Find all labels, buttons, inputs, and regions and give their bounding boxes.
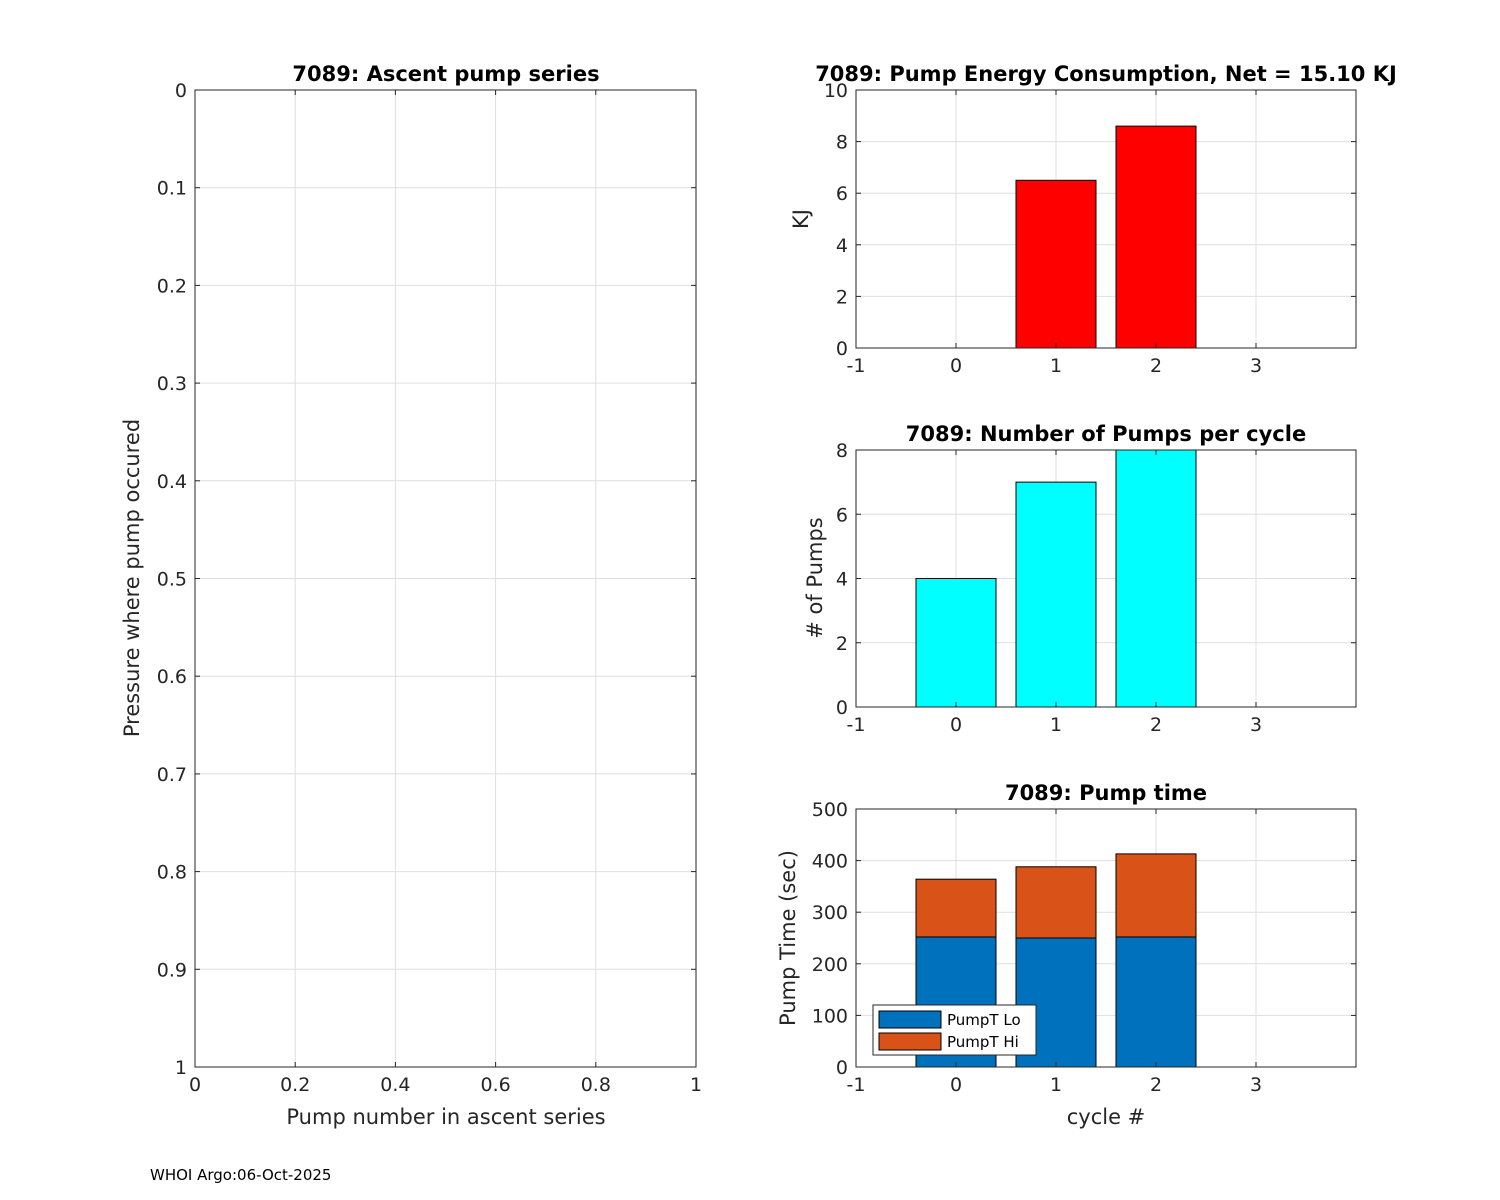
ascent-y-tick-label: 0.4: [157, 471, 187, 493]
ascent-y-tick-label: 0.5: [157, 569, 187, 591]
energy-y-tick-label: 6: [836, 183, 848, 205]
pumptime-x-tick-label: 1: [1050, 1074, 1062, 1096]
pumptime-chart-title: 7089: Pump time: [1005, 781, 1207, 805]
pumptime-y-tick-label: 0: [836, 1057, 848, 1079]
energy-x-tick-label: -1: [847, 355, 866, 377]
pumptime-x-tick-label: -1: [847, 1074, 866, 1096]
pumps-chart-title: 7089: Number of Pumps per cycle: [906, 422, 1306, 446]
energy-x-tick-label: 2: [1150, 355, 1162, 377]
ascent-x-tick-label: 0.6: [480, 1074, 510, 1096]
pumptime-legend: PumpT Lo PumpT Hi: [872, 1004, 1037, 1056]
pumptime-bar-pumpt-lo: [1115, 936, 1197, 1068]
pumptime-bar-pumpt-hi: [1015, 866, 1097, 939]
ascent-y-tick-label: 0.6: [157, 666, 187, 688]
ascent-y-tick-label: 0: [175, 80, 187, 102]
ascent-y-tick-label: 1: [175, 1057, 187, 1079]
pumptime-x-axis-label: cycle #: [1067, 1105, 1146, 1129]
legend-swatch-pumpt-lo: [878, 1010, 942, 1029]
pumptime-y-axis-label: Pump Time (sec): [776, 850, 800, 1026]
energy-x-tick-label: 3: [1250, 355, 1262, 377]
pumptime-y-tick-label: 400: [812, 851, 848, 873]
pumps-x-tick-label: 3: [1250, 714, 1262, 736]
ascent-y-tick-label: 0.2: [157, 275, 187, 297]
ascent-y-tick-label: 0.9: [157, 959, 187, 981]
pumptime-y-tick-label: 100: [812, 1005, 848, 1027]
pumps-bar: [1115, 449, 1197, 708]
energy-x-tick-label: 1: [1050, 355, 1062, 377]
legend-swatch-pumpt-hi: [878, 1032, 942, 1051]
pumps-bar: [1015, 481, 1097, 708]
ascent-y-tick-label: 0.7: [157, 764, 187, 786]
pumps-bar: [915, 578, 997, 708]
ascent-x-tick-label: 0.2: [280, 1074, 310, 1096]
energy-y-tick-label: 2: [836, 286, 848, 308]
pump-energy-chart: 7089: Pump Energy Consumption, Net = 15.…: [789, 62, 1397, 377]
ascent-x-axis-label: Pump number in ascent series: [286, 1105, 605, 1129]
ascent-x-tick-label: 0.4: [380, 1074, 410, 1096]
ascent-x-tick-label: 0.8: [581, 1074, 611, 1096]
pumps-y-axis-label: # of Pumps: [803, 517, 827, 639]
legend-label-pumpt-hi: PumpT Hi: [947, 1033, 1019, 1051]
pumps-x-tick-label: 0: [950, 714, 962, 736]
pumps-y-tick-label: 2: [836, 633, 848, 655]
ascent-pump-series-chart: 7089: Ascent pump series 0 0.2 0.4 0.6 0.8 10…: [120, 62, 702, 1129]
pumptime-y-tick-label: 300: [812, 902, 848, 924]
energy-y-tick-label: 10: [824, 80, 848, 102]
pumptime-x-tick-label: 2: [1150, 1074, 1162, 1096]
pumptime-bar-pumpt-hi: [915, 878, 997, 938]
pumps-per-cycle-chart: 7089: Number of Pumps per cycle -1 0 1 2 302…: [803, 422, 1357, 736]
energy-y-axis-label: KJ: [789, 209, 813, 229]
energy-bar: [1015, 179, 1097, 349]
ascent-y-tick-label: 0.3: [157, 373, 187, 395]
energy-bar: [1115, 125, 1197, 349]
ascent-y-tick-label: 0.1: [157, 178, 187, 200]
pumptime-y-tick-label: 500: [812, 799, 848, 821]
energy-x-tick-label: 0: [950, 355, 962, 377]
pumps-y-tick-label: 8: [836, 440, 848, 462]
pumptime-x-tick-label: 0: [950, 1074, 962, 1096]
ascent-x-tick-label: 1: [690, 1074, 702, 1096]
pumps-y-tick-label: 0: [836, 697, 848, 719]
ascent-x-tick-label: 0: [189, 1074, 201, 1096]
ascent-chart-title: 7089: Ascent pump series: [292, 62, 599, 86]
pumps-x-tick-label: -1: [847, 714, 866, 736]
pumptime-y-tick-label: 200: [812, 954, 848, 976]
energy-y-tick-label: 8: [836, 132, 848, 154]
pumps-x-tick-label: 2: [1150, 714, 1162, 736]
energy-y-tick-label: 4: [836, 235, 848, 257]
footer-credit: WHOI Argo:06-Oct-2025: [150, 1166, 332, 1184]
pumps-x-tick-label: 1: [1050, 714, 1062, 736]
energy-chart-title: 7089: Pump Energy Consumption, Net = 15.…: [815, 62, 1397, 86]
pumps-y-tick-label: 6: [836, 504, 848, 526]
ascent-y-tick-label: 0.8: [157, 862, 187, 884]
pumptime-bar-pumpt-hi: [1115, 853, 1197, 938]
ascent-y-axis-label: Pressure where pump occured: [120, 419, 144, 737]
energy-y-tick-label: 0: [836, 338, 848, 360]
pumps-y-tick-label: 4: [836, 569, 848, 591]
pumptime-x-tick-label: 3: [1250, 1074, 1262, 1096]
legend-label-pumpt-lo: PumpT Lo: [947, 1011, 1021, 1029]
